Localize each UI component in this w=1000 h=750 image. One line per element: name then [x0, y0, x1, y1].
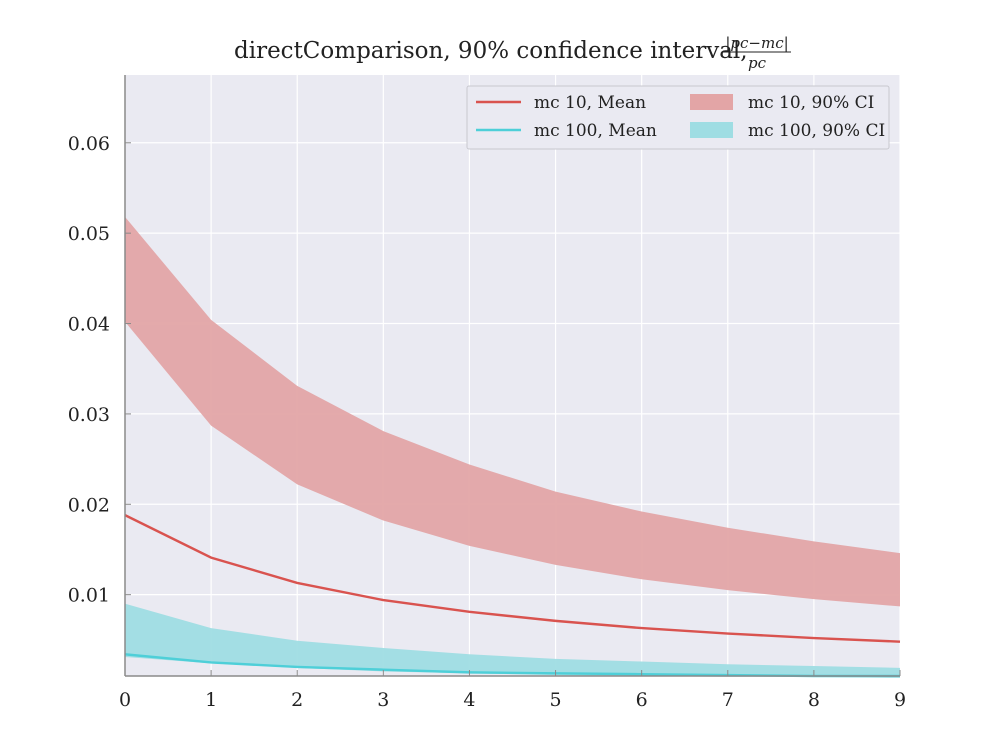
- legend-band-swatch: [690, 122, 733, 138]
- chart-title: directComparison, 90% confidence interva…: [234, 34, 791, 72]
- confidence-band: [125, 216, 900, 607]
- mean-line: [124, 514, 901, 643]
- y-tick-label: 0.05: [68, 223, 110, 245]
- confidence-bands: [125, 216, 900, 678]
- y-tick-label: 0.02: [68, 494, 110, 516]
- x-tick-label: 4: [463, 689, 475, 711]
- chart-title-fraction-denominator: pc: [748, 54, 767, 72]
- legend-box: [466, 85, 890, 150]
- chart-title-text: directComparison, 90% confidence interva…: [234, 38, 748, 64]
- x-tick-label: 8: [808, 689, 820, 711]
- y-tick-label: 0.04: [68, 314, 110, 336]
- x-tick-label: 3: [377, 689, 389, 711]
- y-tick-label: 0.06: [68, 133, 110, 155]
- y-tick-label: 0.03: [68, 404, 110, 426]
- legend-label: mc 10, 90% CI: [748, 93, 874, 113]
- legend-label: mc 10, Mean: [534, 93, 646, 113]
- confidence-band: [125, 603, 900, 678]
- legend-label: mc 100, Mean: [534, 121, 657, 141]
- legend-label: mc 100, 90% CI: [748, 121, 885, 141]
- y-axis-ticks: 0.01 0.02 0.03 0.04 0.05 0.06: [68, 133, 131, 607]
- x-tick-label: 1: [205, 689, 217, 711]
- x-tick-label: 7: [722, 689, 734, 711]
- legend: mc 10, Mean mc 10, 90% CI mc 100, Mean mc 1…: [466, 85, 890, 150]
- x-tick-label: 5: [550, 689, 562, 711]
- axes: [124, 75, 900, 677]
- chart-title-fraction-numerator: |pc−mc|: [725, 34, 788, 52]
- y-tick-label: 0.01: [68, 585, 110, 607]
- x-axis-ticks: 0 1 2 3 4 5 6 7 8 9: [119, 670, 906, 711]
- legend-band-swatch: [690, 94, 733, 110]
- x-tick-label: 2: [291, 689, 303, 711]
- x-tick-label: 9: [894, 689, 906, 711]
- x-tick-label: 6: [636, 689, 648, 711]
- x-tick-label: 0: [119, 689, 131, 711]
